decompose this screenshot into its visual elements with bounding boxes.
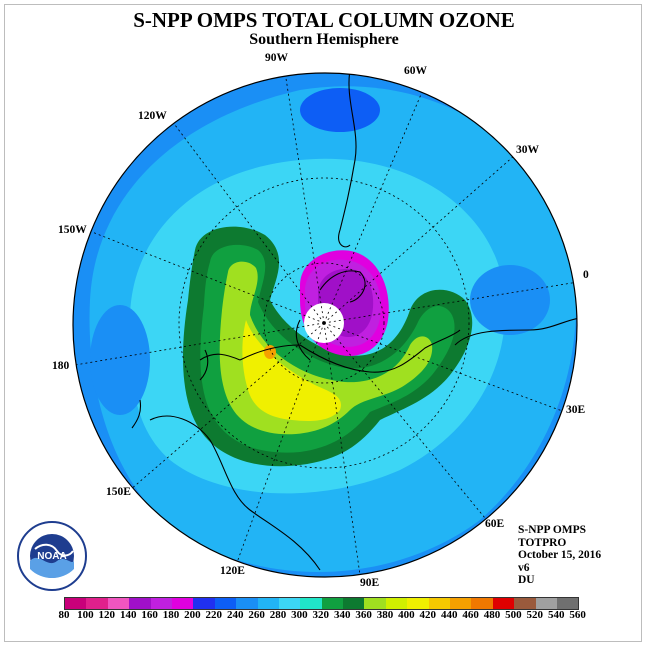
colorbar-swatch [385,598,408,609]
colorbar-tick-label: 540 [547,609,565,621]
colorbar-swatch [257,598,279,609]
colorbar-tick-label: 560 [569,609,586,621]
info-units: DU [518,574,535,587]
colorbar [64,597,580,610]
colorbar-tick-label: 160 [141,609,158,621]
ozone-collar-420 [242,320,341,421]
colorbar-swatch [450,598,472,609]
colorbar-swatch [86,598,108,609]
colorbar-swatch [492,598,515,609]
ozone-collar-440 [264,345,276,359]
label-30e: 30E [566,404,586,416]
label-120w: 120W [138,110,167,122]
colorbar-swatch [278,598,301,609]
colorbar-tick-label: 320 [312,609,330,621]
colorbar-swatch [364,598,386,609]
label-0: 0 [583,269,589,281]
colorbar-swatch [150,598,172,609]
colorbar-tick-label: 220 [205,609,223,621]
colorbar-tick-label: 400 [398,609,415,621]
coastline-africa [454,317,577,346]
colorbar-swatch [514,598,536,609]
label-60e: 60E [485,518,505,530]
colorbar-swatch [107,598,130,609]
colorbar-swatch [535,598,557,609]
colorbar-swatch [300,598,322,609]
colorbar-tick-label: 280 [269,609,287,621]
coastline-australia [149,415,321,571]
map-boundary [72,72,578,578]
colorbar-tick-label: 520 [526,609,544,621]
coastline-south-america [338,73,357,248]
graticule [74,73,577,576]
colorbar-tick-label: 100 [77,609,94,621]
label-180: 180 [52,360,70,372]
ozone-field-260-pocket [470,265,550,335]
map-subtitle: Southern Hemisphere [249,31,399,48]
figure-frame [4,4,642,642]
colorbar-swatch [321,598,344,609]
colorbar-tick-label: 260 [248,609,265,621]
colorbar-swatch [65,598,87,609]
label-60w: 60W [404,65,427,77]
colorbar-tick-label: 480 [483,609,501,621]
info-instrument: S-NPP OMPS [518,524,587,536]
colorbar-tick-label: 240 [226,609,244,621]
colorbar-swatch [129,598,151,609]
colorbar-tick-label: 380 [376,609,394,621]
colorbar-tick-label: 80 [58,609,70,621]
info-version: v6 [518,561,530,574]
colorbar-tick-label: 460 [462,609,479,621]
label-150w: 150W [58,224,87,236]
colorbar-tick-label: 340 [333,609,351,621]
label-150e: 150E [106,486,131,498]
colorbar-tick-label: 420 [419,609,437,621]
coastline-new-zealand [131,349,209,429]
colorbar-tick-label: 300 [291,609,308,621]
colorbar-tick-label: 360 [355,609,372,621]
colorbar-swatch [428,598,451,609]
colorbar-swatch [193,598,215,609]
colorbar-labels: 80 100 120 140 160 180 200 220 240 260 280 300 320 34… [59,609,586,623]
colorbar-tick-label: 180 [162,609,180,621]
label-120e: 120E [220,565,245,577]
label-90e: 90E [360,577,380,589]
info-date: October 15, 2016 [518,549,602,562]
colorbar-swatch [214,598,237,609]
label-30w: 30W [516,144,539,156]
ozone-field-260-pocket [300,88,380,132]
map-title: S-NPP OMPS TOTAL COLUMN OZONE [133,8,515,32]
info-product: TOTPRO [518,536,567,549]
colorbar-tick-label: 200 [184,609,201,621]
coastline-antarctica [199,329,461,373]
colorbar-swatch [407,598,429,609]
colorbar-tick-label: 500 [505,609,522,621]
ozone-field-260-pocket [90,305,150,415]
colorbar-swatch [471,598,493,609]
noaa-logo: NOAA [17,521,87,591]
coastline-antarctic-peninsula [295,270,366,361]
product-info: S-NPP OMPS TOTPRO October 15, 2016 v6 DU [518,524,601,587]
colorbar-swatch [171,598,194,609]
label-90w: 90W [265,52,288,64]
colorbar-swatch [236,598,258,609]
colorbar-tick-label: 120 [98,609,116,621]
colorbar-swatch [343,598,365,609]
colorbar-swatch [556,598,579,609]
colorbar-tick-label: 140 [119,609,137,621]
noaa-logo-text: NOAA [37,551,66,562]
colorbar-tick-label: 440 [440,609,458,621]
